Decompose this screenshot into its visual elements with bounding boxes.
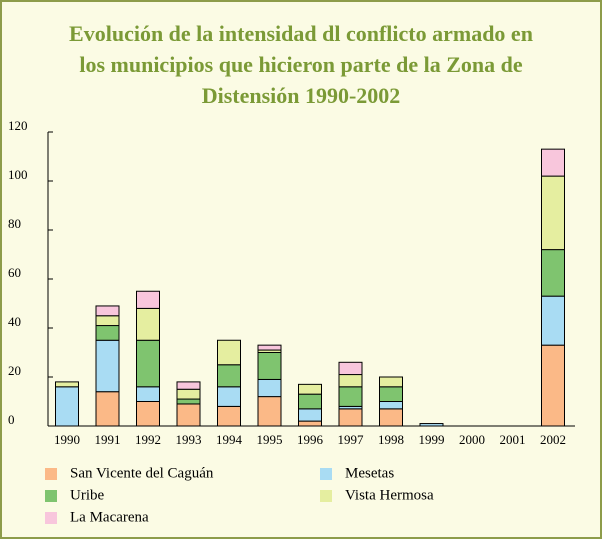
bar-segment <box>217 339 241 366</box>
legend-swatch <box>320 490 332 502</box>
bar-segment <box>217 386 241 407</box>
x-tick-label: 1998 <box>378 432 404 447</box>
bar-segment <box>136 307 160 341</box>
bar-segment <box>338 361 363 376</box>
bar-segment <box>541 148 565 177</box>
x-tick-label: 1991 <box>95 432 121 447</box>
bar-segment <box>379 408 403 427</box>
bar-segment <box>298 420 322 427</box>
x-tick-label: 2001 <box>500 432 526 447</box>
bar-segment <box>379 401 403 410</box>
bar-segment <box>419 423 444 427</box>
bar-segment <box>541 344 565 427</box>
bar-segment <box>541 175 565 251</box>
bar-segment <box>136 386 160 402</box>
bar-segment <box>176 403 201 427</box>
bar-segment <box>338 408 363 427</box>
bar-segment <box>541 249 565 297</box>
y-tick-label: 0 <box>8 412 15 427</box>
chart-title: Evolución de la intensidad dl conflicto … <box>69 21 533 46</box>
legend-swatch <box>320 468 332 480</box>
legend-label: San Vicente del Caguán <box>70 465 214 481</box>
y-tick-label: 120 <box>8 118 28 133</box>
legend-label: Uribe <box>70 487 104 503</box>
bar-segment <box>298 383 322 395</box>
bar-segment <box>176 398 201 405</box>
x-tick-label: 1994 <box>216 432 243 447</box>
bar-segment <box>217 405 241 427</box>
x-tick-label: 2000 <box>459 432 485 447</box>
bar-segment <box>257 396 282 427</box>
y-tick-label: 80 <box>8 216 21 231</box>
x-tick-label: 1992 <box>135 432 161 447</box>
bar-segment <box>55 386 79 427</box>
bar-segment <box>257 352 282 380</box>
bar-segment <box>176 388 201 400</box>
legend-label: Vista Hermosa <box>345 487 434 503</box>
bar-segment <box>136 339 160 388</box>
bar-segment <box>95 391 120 427</box>
x-tick-label: 1990 <box>54 432 80 447</box>
x-tick-label: 1996 <box>297 432 324 447</box>
y-tick-label: 20 <box>8 363 21 378</box>
legend-label: Mesetas <box>345 465 394 481</box>
bar-segment <box>95 305 120 317</box>
bar-segment <box>136 401 160 427</box>
x-tick-label: 1997 <box>338 432 365 447</box>
chart-title: Distensión 1990-2002 <box>202 83 401 108</box>
x-tick-label: 2002 <box>540 432 566 447</box>
legend-swatch <box>45 468 57 480</box>
bar-segment <box>95 325 120 341</box>
y-tick-label: 60 <box>8 265 21 280</box>
bar-segment <box>379 386 403 402</box>
bar-segment <box>55 381 79 388</box>
bar-segment <box>379 376 403 388</box>
bar-segment <box>338 374 363 388</box>
bar-segment <box>298 393 322 410</box>
y-tick-label: 40 <box>8 314 21 329</box>
bar-segment <box>217 364 241 388</box>
x-tick-label: 1999 <box>419 432 445 447</box>
bar-segment <box>338 386 363 407</box>
bar-segment <box>136 290 160 309</box>
bar-segment <box>176 381 201 390</box>
legend-label: La Macarena <box>70 509 149 525</box>
bar-segment <box>541 295 565 346</box>
y-tick-label: 100 <box>8 167 28 182</box>
legend-swatch <box>45 490 57 502</box>
chart-title: los municipios que hicieron parte de la … <box>79 52 523 77</box>
bar-segment <box>257 344 282 351</box>
bar-segment <box>298 408 322 422</box>
legend-swatch <box>45 512 57 524</box>
bar-segment <box>257 378 282 398</box>
x-tick-label: 1995 <box>257 432 283 447</box>
bar-segment <box>95 339 120 393</box>
bar-segment <box>95 315 120 327</box>
x-tick-label: 1993 <box>176 432 202 447</box>
